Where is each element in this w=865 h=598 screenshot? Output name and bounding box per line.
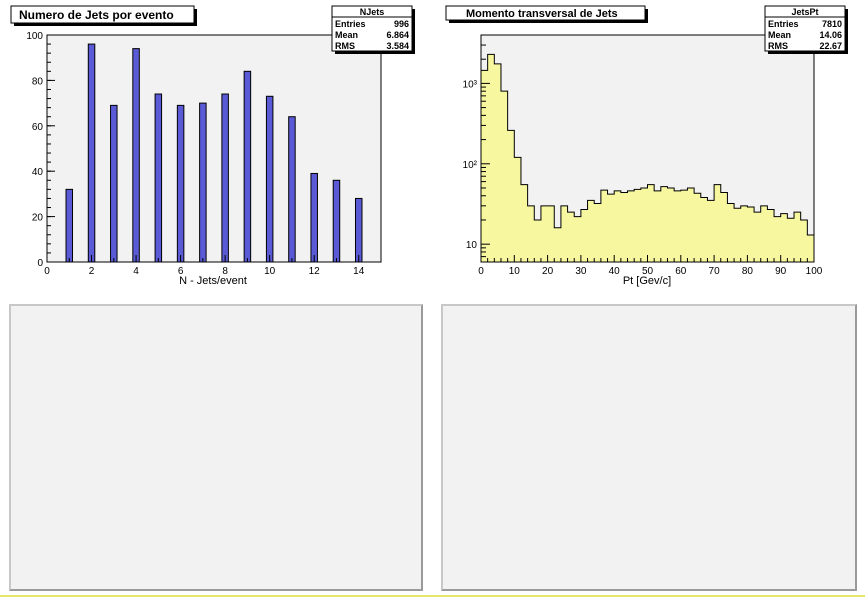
empty-pad-bottom-right[interactable] bbox=[441, 304, 857, 591]
jetspt-xtick-label: 60 bbox=[675, 266, 687, 277]
njets-pad[interactable]: 0 2 4 6 8 10 12 14 0 20 40 60 80 100 N - Jets/event N… bbox=[0, 0, 432, 300]
jetspt-histogram bbox=[480, 53, 815, 263]
njets-ytick-label: 20 bbox=[32, 213, 44, 224]
njets-bar bbox=[154, 93, 163, 263]
njets-bar bbox=[265, 95, 274, 263]
jetspt-xtick-label: 90 bbox=[775, 266, 787, 277]
jetspt-ytick-label: 10² bbox=[463, 160, 478, 171]
jetspt-title-box[interactable] bbox=[445, 5, 646, 21]
jetspt-stats-mean-value: 14.06 bbox=[819, 30, 842, 40]
njets-bar bbox=[132, 48, 140, 263]
njets-xtick-label: 12 bbox=[309, 266, 321, 277]
empty-pad-bottom-left[interactable] bbox=[9, 304, 423, 591]
jetspt-stats-mean-label: Mean bbox=[768, 30, 791, 40]
njets-xtick-label: 8 bbox=[222, 266, 228, 277]
jetspt-xtick-label: 80 bbox=[742, 266, 754, 277]
jetspt-stats-name: JetsPt bbox=[791, 7, 818, 17]
njets-stats-mean-value: 6.864 bbox=[386, 30, 409, 40]
njets-stats-mean-label: Mean bbox=[335, 30, 358, 40]
jetspt-ytick-label: 10³ bbox=[463, 79, 478, 90]
njets-stats-name: NJets bbox=[360, 7, 385, 17]
jetspt-title: Momento transversal de Jets bbox=[466, 8, 618, 20]
jetspt-xtick-label: 30 bbox=[575, 266, 587, 277]
njets-xlabel: N - Jets/event bbox=[179, 275, 247, 287]
jetspt-stats-box[interactable]: JetsPt Entries 7810 Mean 14.06 RMS 22.67 bbox=[764, 5, 848, 54]
njets-ytick-label: 100 bbox=[26, 31, 43, 42]
njets-bar bbox=[87, 43, 96, 263]
njets-stats-box[interactable]: NJets Entries 996 Mean 6.864 RMS 3.584 bbox=[331, 5, 415, 54]
jetspt-stats-entries-label: Entries bbox=[768, 19, 799, 29]
njets-bar bbox=[176, 104, 185, 263]
jetspt-stats-entries-value: 7810 bbox=[822, 19, 842, 29]
jetspt-xtick-label: 20 bbox=[542, 266, 554, 277]
jetspt-pad[interactable]: 0 10 20 30 40 50 60 70 80 90 100 10 10² 10³ Pt [Gev/c… bbox=[433, 0, 865, 300]
njets-bar bbox=[354, 197, 363, 263]
njets-title: Numero de Jets por evento bbox=[19, 8, 174, 22]
njets-xtick-label: 0 bbox=[44, 266, 50, 277]
njets-bar bbox=[310, 172, 318, 263]
njets-xtick-label: 10 bbox=[264, 266, 276, 277]
njets-bar bbox=[332, 179, 341, 263]
njets-xtick-label: 14 bbox=[353, 266, 365, 277]
njets-ytick-label: 40 bbox=[32, 167, 44, 178]
njets-xtick-label: 6 bbox=[178, 266, 184, 277]
jetspt-xtick-label: 50 bbox=[642, 266, 654, 277]
jetspt-xtick-label: 40 bbox=[609, 266, 621, 277]
njets-bar bbox=[110, 104, 118, 263]
njets-ytick-label: 80 bbox=[32, 76, 44, 87]
canvas-bottom-border bbox=[0, 595, 865, 597]
njets-ytick-label: 0 bbox=[37, 258, 43, 269]
jetspt-ytick-label: 10 bbox=[466, 240, 478, 251]
njets-bar bbox=[243, 70, 252, 263]
jetspt-xlabel: Pt [Gev/c] bbox=[623, 275, 671, 287]
njets-ytick-label: 60 bbox=[32, 122, 44, 133]
jetspt-xtick-label: 10 bbox=[509, 266, 521, 277]
jetspt-stats-rms-label: RMS bbox=[768, 41, 788, 51]
jetspt-xtick-label: 70 bbox=[709, 266, 721, 277]
njets-xtick-label: 2 bbox=[89, 266, 95, 277]
njets-xtick-label: 4 bbox=[133, 266, 139, 277]
njets-stats-entries-label: Entries bbox=[335, 19, 366, 29]
njets-title-box[interactable] bbox=[10, 5, 195, 24]
njets-bar bbox=[199, 102, 207, 263]
jetspt-xtick-label: 0 bbox=[478, 266, 484, 277]
njets-stats-rms-label: RMS bbox=[335, 41, 355, 51]
njets-bar bbox=[65, 188, 74, 263]
jetspt-xtick-label: 100 bbox=[806, 266, 823, 277]
njets-stats-entries-value: 996 bbox=[394, 19, 409, 29]
njets-bar bbox=[288, 116, 296, 263]
jetspt-stats-rms-value: 22.67 bbox=[819, 41, 842, 51]
njets-bar bbox=[221, 93, 229, 263]
njets-frame[interactable] bbox=[46, 34, 382, 263]
njets-stats-rms-value: 3.584 bbox=[386, 41, 409, 51]
